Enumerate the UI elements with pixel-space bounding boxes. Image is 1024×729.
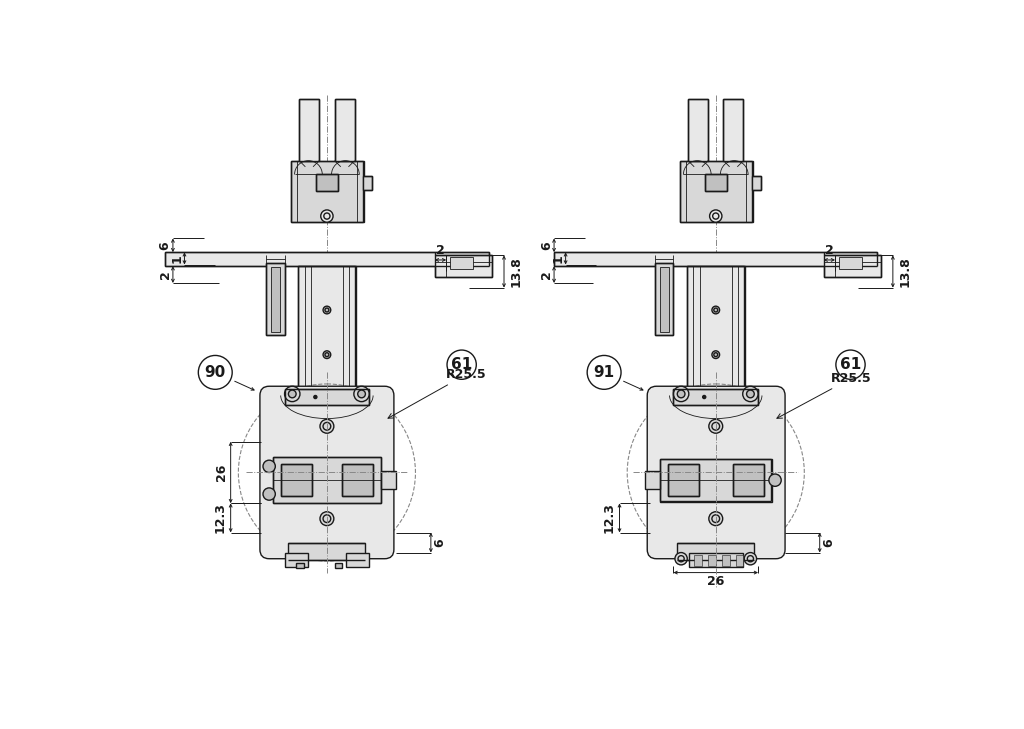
- Bar: [752, 176, 761, 190]
- Bar: [335, 564, 342, 568]
- Text: 1: 1: [551, 254, 564, 262]
- Text: 2: 2: [436, 244, 445, 257]
- Circle shape: [712, 306, 720, 314]
- Bar: [659, 267, 669, 332]
- Bar: [316, 174, 338, 192]
- Circle shape: [321, 210, 333, 222]
- Bar: [291, 160, 364, 222]
- Bar: [296, 564, 304, 568]
- Bar: [364, 176, 373, 190]
- Circle shape: [677, 390, 685, 398]
- Bar: [680, 160, 753, 222]
- Circle shape: [323, 306, 331, 314]
- Bar: [281, 464, 311, 496]
- Bar: [335, 99, 354, 160]
- Circle shape: [746, 390, 755, 398]
- Text: 6: 6: [540, 241, 553, 249]
- Bar: [554, 252, 878, 266]
- Circle shape: [710, 210, 722, 222]
- Text: 6: 6: [433, 538, 446, 547]
- Circle shape: [354, 386, 370, 402]
- Bar: [285, 389, 370, 405]
- Text: 12.3: 12.3: [213, 502, 226, 534]
- Circle shape: [319, 512, 334, 526]
- Bar: [289, 543, 366, 561]
- Circle shape: [709, 512, 723, 526]
- Text: 26: 26: [215, 464, 228, 481]
- Circle shape: [587, 356, 621, 389]
- Circle shape: [289, 390, 296, 398]
- Bar: [689, 553, 742, 567]
- Bar: [823, 255, 882, 277]
- Text: 6: 6: [159, 241, 172, 249]
- Bar: [266, 263, 285, 335]
- Text: 1: 1: [170, 254, 183, 262]
- Text: 91: 91: [594, 365, 614, 380]
- Bar: [285, 553, 307, 567]
- Bar: [273, 457, 381, 503]
- Circle shape: [357, 390, 366, 398]
- Text: 61: 61: [451, 357, 472, 373]
- FancyBboxPatch shape: [647, 386, 785, 558]
- Text: 90: 90: [205, 365, 226, 380]
- Circle shape: [319, 419, 334, 433]
- Text: R25.5: R25.5: [777, 372, 871, 418]
- Text: 2: 2: [825, 244, 835, 257]
- Text: 13.8: 13.8: [510, 256, 523, 287]
- Text: 13.8: 13.8: [899, 256, 911, 287]
- Circle shape: [742, 386, 758, 402]
- Text: 61: 61: [840, 357, 861, 373]
- Circle shape: [199, 356, 232, 389]
- Text: 2: 2: [159, 270, 172, 279]
- Bar: [645, 471, 660, 489]
- Circle shape: [323, 351, 331, 359]
- Circle shape: [712, 351, 720, 359]
- Bar: [451, 257, 473, 269]
- Bar: [736, 555, 743, 566]
- Bar: [724, 99, 743, 160]
- Bar: [299, 99, 319, 160]
- Bar: [708, 555, 716, 566]
- Circle shape: [744, 553, 757, 565]
- Text: R25.5: R25.5: [388, 367, 486, 418]
- Circle shape: [836, 350, 865, 379]
- Bar: [677, 543, 755, 561]
- Circle shape: [769, 474, 781, 486]
- Bar: [722, 555, 730, 566]
- Bar: [270, 267, 280, 332]
- Circle shape: [313, 395, 316, 399]
- Bar: [674, 389, 758, 405]
- Circle shape: [285, 386, 300, 402]
- Bar: [342, 464, 373, 496]
- Bar: [435, 255, 493, 277]
- Bar: [655, 263, 674, 335]
- Bar: [687, 266, 745, 399]
- Bar: [694, 555, 701, 566]
- Bar: [839, 257, 862, 269]
- Bar: [165, 252, 488, 266]
- Bar: [668, 464, 698, 496]
- Text: 26: 26: [708, 575, 724, 588]
- Circle shape: [702, 395, 706, 399]
- Bar: [381, 471, 396, 489]
- Bar: [298, 266, 356, 399]
- Circle shape: [447, 350, 476, 379]
- Circle shape: [675, 553, 687, 565]
- Text: 6: 6: [822, 538, 836, 547]
- Text: 2: 2: [540, 270, 553, 279]
- Circle shape: [709, 419, 723, 433]
- Bar: [705, 174, 727, 192]
- Bar: [733, 464, 764, 496]
- Text: 12.3: 12.3: [602, 502, 615, 534]
- Circle shape: [674, 386, 689, 402]
- Bar: [346, 553, 370, 567]
- Bar: [660, 459, 772, 502]
- Bar: [688, 99, 708, 160]
- FancyBboxPatch shape: [260, 386, 394, 558]
- Circle shape: [263, 488, 275, 500]
- Circle shape: [263, 460, 275, 472]
